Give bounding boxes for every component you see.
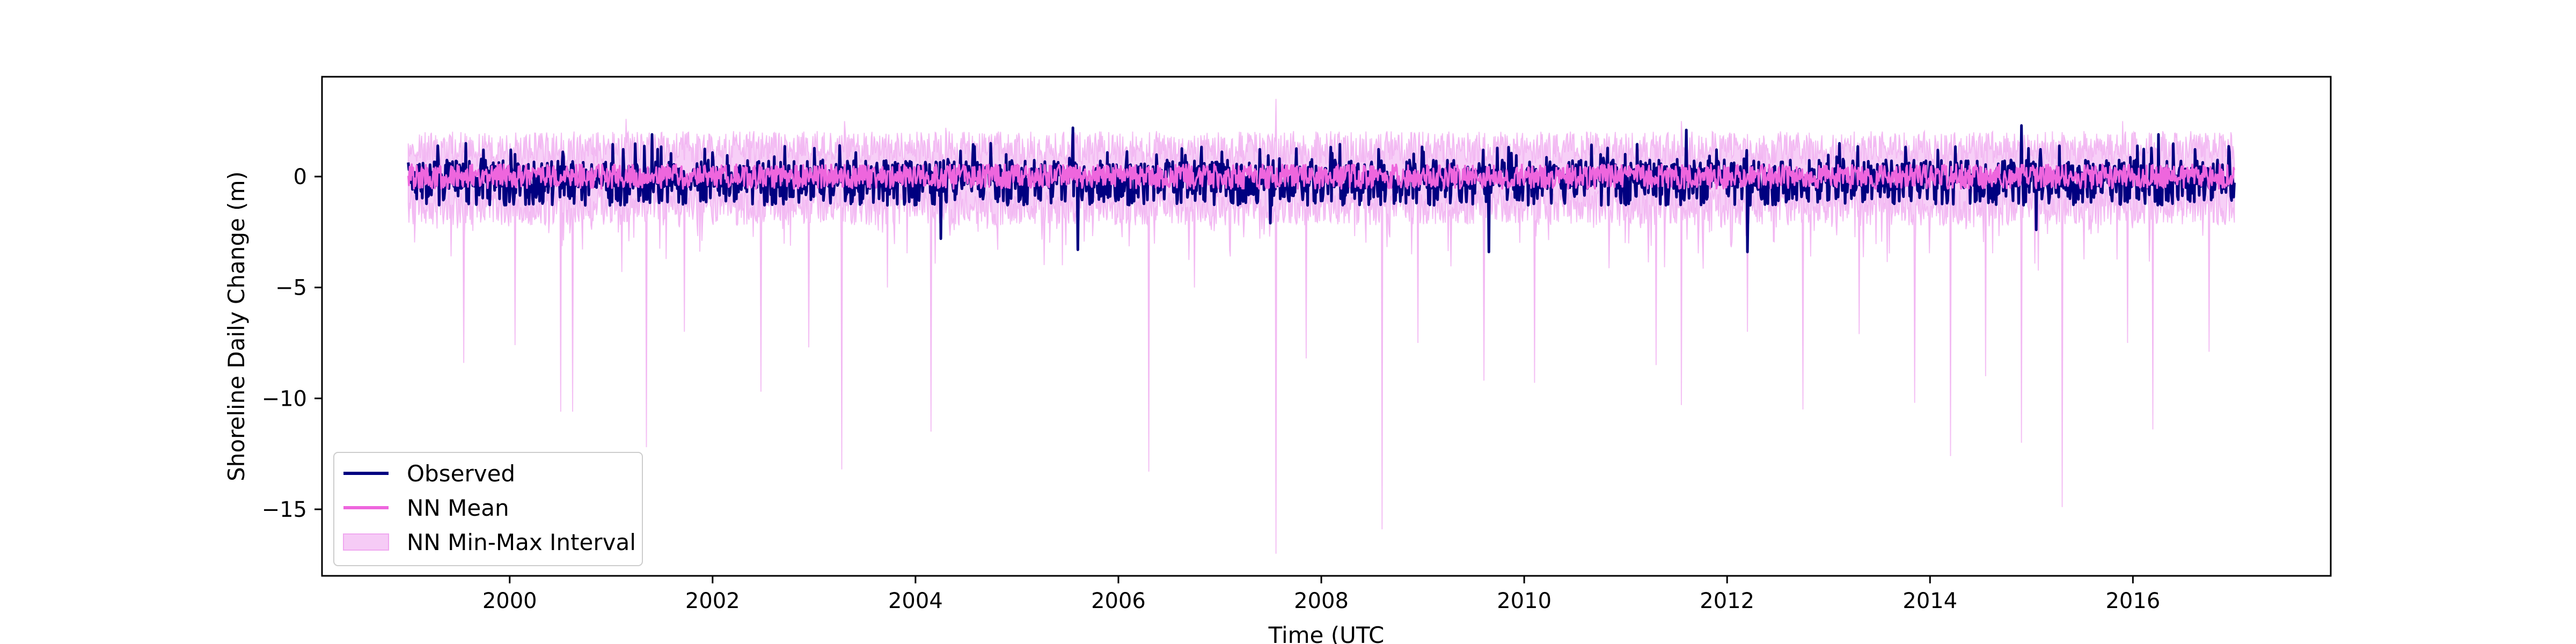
legend-swatch-nn-min-max-interval bbox=[343, 533, 389, 551]
x-axis-ticks: 2000 2002 2004 2006 2008 2010 2012 2014 2016 bbox=[482, 576, 2160, 613]
nn-mean-series-line bbox=[407, 163, 2236, 190]
nn-mean-series-layer bbox=[407, 163, 2236, 190]
x-tick-label: 2016 bbox=[2105, 589, 2160, 613]
axes-frame bbox=[321, 76, 2332, 577]
y-tick-label: −5 bbox=[275, 276, 307, 301]
legend-label-nn-mean: NN Mean bbox=[407, 495, 509, 521]
plot-area bbox=[407, 99, 2236, 554]
observed-series-line bbox=[407, 124, 2236, 253]
observed-series-layer bbox=[407, 124, 2236, 253]
y-tick-label: −10 bbox=[262, 386, 307, 411]
x-tick-label: 2004 bbox=[888, 589, 943, 613]
y-axis-ticks: 0 −5 −10 −15 bbox=[262, 165, 322, 522]
x-tick-label: 2000 bbox=[482, 589, 537, 613]
x-tick-label: 2010 bbox=[1497, 589, 1552, 613]
y-axis-label: Shoreline Daily Change (m) bbox=[223, 171, 250, 481]
x-tick-label: 2008 bbox=[1294, 589, 1349, 613]
legend-box bbox=[333, 452, 643, 566]
x-tick-label: 2014 bbox=[1902, 589, 1957, 613]
x-tick-label: 2002 bbox=[685, 589, 740, 613]
legend-label-observed: Observed bbox=[407, 460, 515, 487]
x-tick-label: 2006 bbox=[1091, 589, 1146, 613]
legend-label-nn-min-max-interval: NN Min-Max Interval bbox=[407, 529, 636, 555]
x-axis-label: Time (UTC bbox=[1268, 622, 1385, 644]
legend: Observed NN Mean NN Min-Max Interval bbox=[333, 452, 643, 566]
y-tick-label: −15 bbox=[262, 497, 307, 522]
y-tick-label: 0 bbox=[294, 165, 307, 189]
x-tick-label: 2012 bbox=[1700, 589, 1754, 613]
